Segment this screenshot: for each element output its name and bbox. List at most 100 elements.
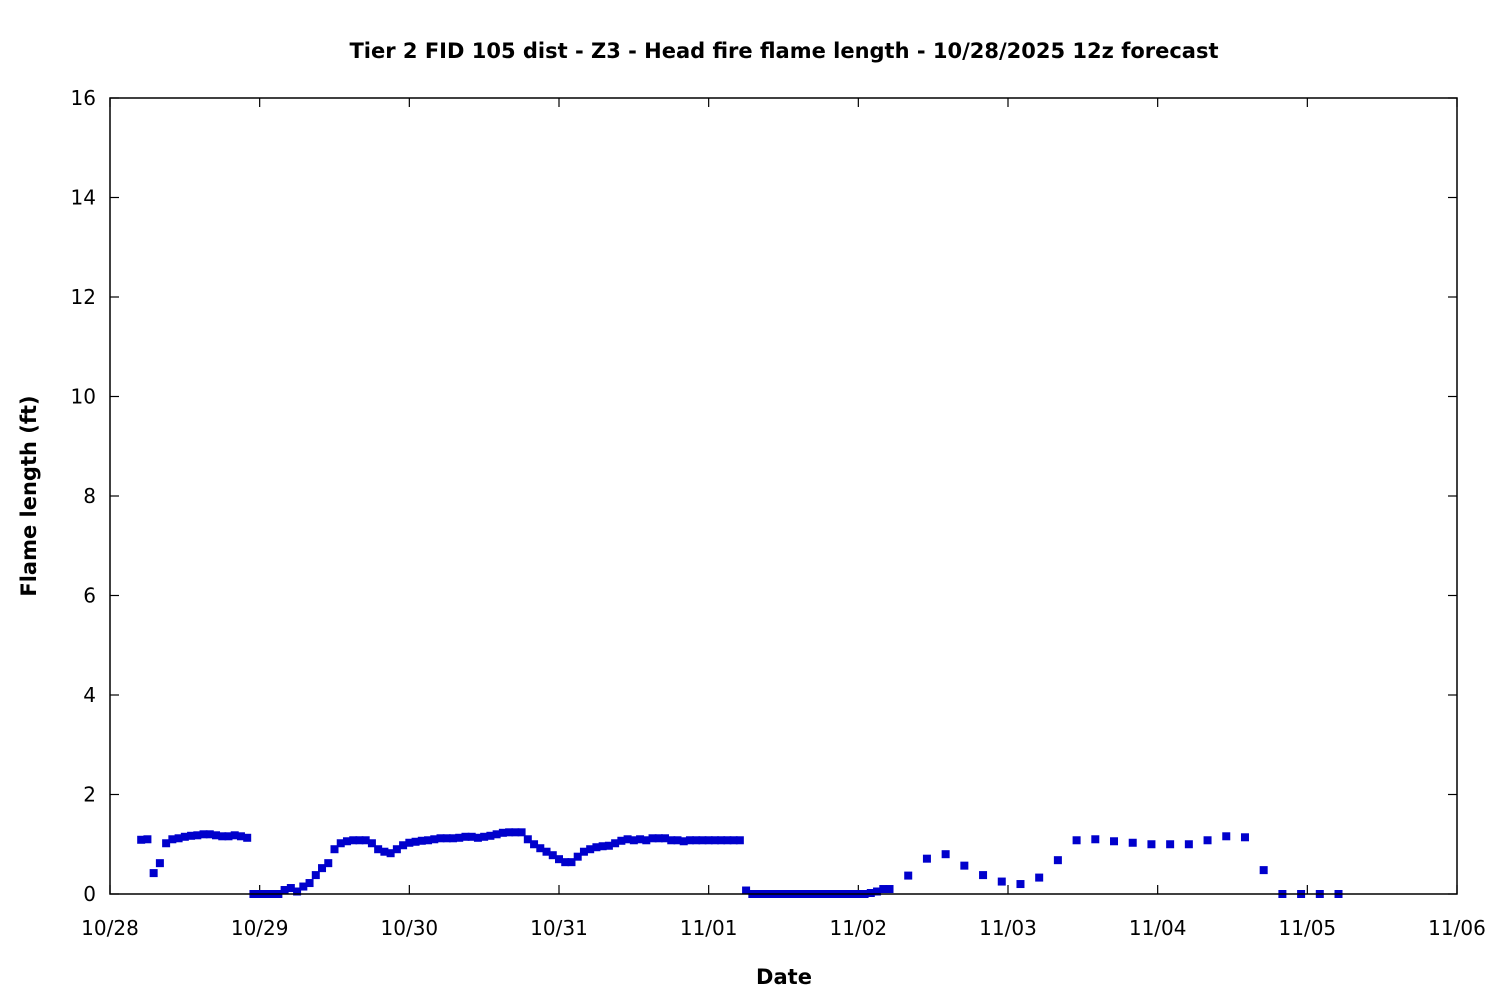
data-point [293, 887, 302, 896]
data-point [723, 836, 732, 845]
y-tick-label: 0 [83, 882, 96, 906]
data-point [461, 832, 470, 841]
data-point [1222, 832, 1231, 841]
data-point [417, 836, 426, 845]
data-point [567, 858, 576, 867]
data-point [511, 828, 520, 837]
data-point [168, 835, 177, 844]
x-tick-label: 11/03 [979, 916, 1037, 940]
data-point [212, 831, 221, 840]
data-point [523, 835, 532, 844]
data-point [661, 834, 670, 843]
x-tick-label: 11/02 [830, 916, 888, 940]
data-point [1035, 873, 1044, 882]
data-point [218, 832, 227, 841]
x-tick-label: 10/29 [231, 916, 289, 940]
data-point [555, 855, 563, 864]
data-point [205, 830, 214, 839]
data-point [604, 841, 613, 850]
data-point [187, 831, 196, 840]
data-point [280, 886, 289, 895]
data-point [392, 845, 401, 854]
data-point [648, 834, 657, 843]
data-point [1147, 840, 1156, 849]
data-point [997, 877, 1006, 886]
data-point [137, 835, 146, 844]
data-point [174, 834, 183, 843]
data-point [1166, 840, 1175, 849]
data-point [330, 845, 339, 854]
data-point [380, 847, 389, 856]
data-point [492, 830, 501, 839]
data-point [361, 836, 370, 845]
x-tick-label: 10/31 [530, 916, 588, 940]
data-point [193, 831, 202, 840]
data-point [530, 840, 539, 849]
data-point [436, 834, 445, 843]
data-point [224, 832, 233, 841]
data-point [1184, 840, 1193, 849]
data-point [374, 845, 383, 854]
data-point [1091, 835, 1100, 844]
data-point [979, 871, 988, 880]
data-point [286, 884, 295, 893]
x-tick-label: 10/30 [381, 916, 439, 940]
data-point [685, 836, 694, 845]
data-point [866, 889, 875, 898]
data-point [386, 849, 395, 858]
data-point [486, 831, 495, 840]
data-point [636, 835, 645, 844]
data-point [667, 836, 676, 845]
data-point [299, 882, 308, 891]
data-point [642, 836, 651, 845]
data-point [498, 828, 507, 837]
data-point [960, 861, 969, 870]
data-point [180, 832, 189, 841]
data-point [367, 839, 376, 848]
data-point [336, 839, 345, 848]
data-point [729, 836, 738, 845]
data-point [1240, 833, 1249, 842]
x-tick-label: 10/28 [81, 916, 139, 940]
data-point [561, 858, 570, 867]
data-point [654, 834, 663, 843]
data-point [1128, 838, 1137, 847]
data-point [424, 836, 433, 845]
data-point [480, 832, 489, 841]
y-tick-label: 14 [71, 186, 96, 210]
data-point [704, 836, 713, 845]
data-point [742, 886, 751, 895]
data-point [922, 854, 931, 863]
data-point [318, 864, 327, 873]
data-point [904, 871, 913, 880]
data-point [411, 837, 420, 846]
data-point [399, 841, 408, 850]
data-point [199, 830, 208, 839]
chart-title: Tier 2 FID 105 dist - Z3 - Head fire fla… [349, 39, 1218, 63]
data-point [536, 844, 545, 853]
data-point [349, 836, 358, 845]
data-point [941, 850, 950, 859]
y-tick-label: 12 [71, 285, 96, 309]
data-point [579, 847, 588, 856]
data-point [155, 859, 164, 868]
data-point [873, 887, 882, 896]
data-point [617, 836, 626, 845]
data-point [305, 879, 314, 888]
data-point [629, 836, 638, 845]
data-point [311, 871, 320, 880]
plot-frame [109, 97, 1458, 895]
data-point [149, 869, 158, 878]
data-point [448, 834, 457, 843]
y-tick-label: 4 [83, 683, 96, 707]
data-point [542, 847, 551, 856]
data-point [430, 835, 439, 844]
data-point [673, 836, 682, 845]
data-point [1110, 837, 1119, 846]
data-point [442, 834, 451, 843]
data-point [1203, 836, 1212, 845]
x-axis-label: Date [756, 965, 812, 989]
data-point [879, 885, 888, 894]
y-axis-label: Flame length (ft) [17, 395, 41, 596]
